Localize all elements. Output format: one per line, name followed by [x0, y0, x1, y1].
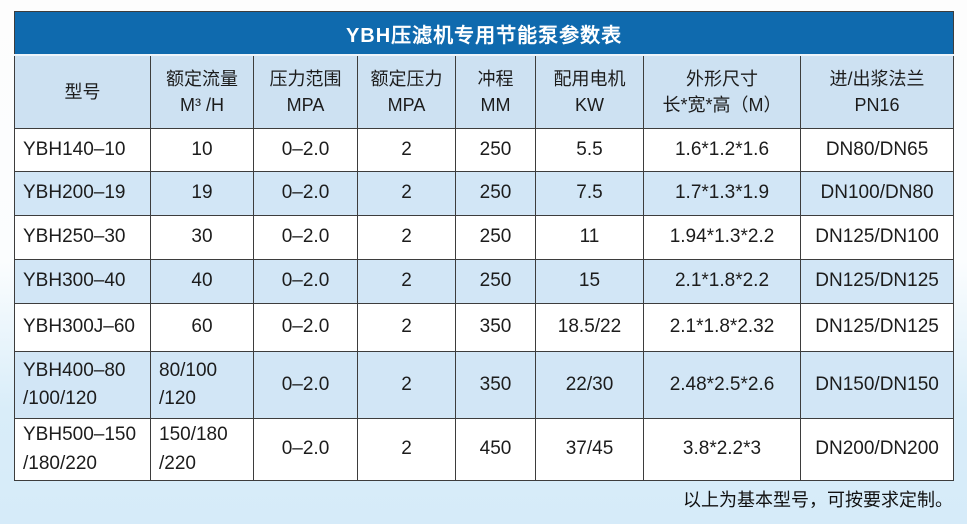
spec-sheet: YBH压滤机专用节能泵参数表 型号 额定流量 M³ /H 压力范围 MPA 额定压力 … [13, 11, 955, 481]
cell-model: YBH200–19 [14, 171, 151, 216]
column-header-rated-pressure: 额定压力 MPA [357, 54, 456, 129]
cell-dimensions: 2.1*1.8*2.32 [643, 303, 801, 352]
column-header-flange: 进/出浆法兰 PN16 [799, 54, 955, 129]
cell-rated-flow: 19 [150, 171, 254, 216]
cell-stroke: 250 [455, 171, 536, 216]
cell-stroke: 250 [455, 259, 536, 304]
cell-pressure-range: 0–2.0 [253, 303, 358, 352]
cell-pressure-range: 0–2.0 [253, 418, 358, 481]
title-row: YBH压滤机专用节能泵参数表 [13, 11, 955, 56]
cell-rated-flow: 60 [150, 303, 254, 352]
column-header-dimensions: 外形尺寸 长*宽*高（M） [643, 54, 801, 129]
cell-rated-flow: 30 [150, 215, 254, 260]
cell-motor-power: 5.5 [535, 128, 644, 172]
table-title: YBH压滤机专用节能泵参数表 [13, 11, 955, 56]
cell-model: YBH250–30 [14, 215, 151, 260]
cell-model: YBH500–150 /180/220 [14, 418, 151, 481]
cell-rated-flow: 150/180 /220 [150, 418, 254, 481]
cell-stroke: 350 [455, 351, 536, 419]
cell-rated-pressure: 2 [357, 215, 456, 260]
cell-rated-pressure: 2 [357, 418, 456, 481]
cell-motor-power: 18.5/22 [535, 303, 644, 352]
cell-dimensions: 1.6*1.2*1.6 [643, 128, 801, 172]
cell-pressure-range: 0–2.0 [253, 259, 358, 304]
column-header-motor-power: 配用电机 KW [535, 54, 644, 129]
cell-stroke: 350 [455, 303, 536, 352]
column-header-model: 型号 [14, 54, 151, 129]
cell-pressure-range: 0–2.0 [253, 215, 358, 260]
cell-dimensions: 1.7*1.3*1.9 [643, 171, 801, 216]
cell-stroke: 250 [455, 128, 536, 172]
column-header-stroke: 冲程 MM [455, 54, 536, 129]
table-body: YBH140–10 10 0–2.0 2 250 5.5 1.6*1.2*1.6 DN80/D… [14, 128, 955, 481]
footer-note: 以上为基本型号，可按要求定制。 [683, 490, 953, 510]
cell-stroke: 450 [455, 418, 536, 481]
cell-flange: DN125/DN125 [799, 259, 955, 304]
cell-flange: DN100/DN80 [799, 171, 955, 216]
cell-dimensions: 1.94*1.3*2.2 [643, 215, 801, 260]
cell-dimensions: 2.48*2.5*2.6 [643, 351, 801, 419]
cell-motor-power: 22/30 [535, 351, 644, 419]
cell-flange: DN200/DN200 [799, 418, 955, 481]
cell-model: YBH300J–60 [14, 303, 151, 352]
cell-rated-flow: 10 [150, 128, 254, 172]
table-row: YBH200–19 19 0–2.0 2 250 7.5 1.7*1.3*1.9 DN100/… [14, 171, 955, 216]
cell-model: YBH400–80 /100/120 [14, 351, 151, 419]
cell-model: YBH300–40 [14, 259, 151, 304]
cell-rated-pressure: 2 [357, 351, 456, 419]
cell-stroke: 250 [455, 215, 536, 260]
cell-pressure-range: 0–2.0 [253, 171, 358, 216]
cell-rated-pressure: 2 [357, 128, 456, 172]
spec-table: YBH压滤机专用节能泵参数表 型号 额定流量 M³ /H 压力范围 MPA 额定压力 … [13, 11, 955, 481]
cell-dimensions: 3.8*2.2*3 [643, 418, 801, 481]
header-row: 型号 额定流量 M³ /H 压力范围 MPA 额定压力 MPA 冲程 MM 配用电机 KW… [14, 54, 955, 129]
cell-motor-power: 37/45 [535, 418, 644, 481]
cell-dimensions: 2.1*1.8*2.2 [643, 259, 801, 304]
cell-motor-power: 11 [535, 215, 644, 260]
cell-motor-power: 15 [535, 259, 644, 304]
table-row: YBH250–30 30 0–2.0 2 250 11 1.94*1.3*2.2 DN125/… [14, 215, 955, 260]
cell-flange: DN80/DN65 [799, 128, 955, 172]
cell-model: YBH140–10 [14, 128, 151, 172]
table-row: YBH300–40 40 0–2.0 2 250 15 2.1*1.8*2.2 DN125/D… [14, 259, 955, 304]
cell-flange: DN125/DN100 [799, 215, 955, 260]
cell-flange: DN150/DN150 [799, 351, 955, 419]
cell-pressure-range: 0–2.0 [253, 351, 358, 419]
table-row: YBH500–150 /180/220 150/180 /220 0–2.0 2 450… [14, 418, 955, 481]
cell-rated-flow: 40 [150, 259, 254, 304]
cell-pressure-range: 0–2.0 [253, 128, 358, 172]
table-row: YBH300J–60 60 0–2.0 2 350 18.5/22 2.1*1.8*2.32… [14, 303, 955, 352]
cell-flange: DN125/DN125 [799, 303, 955, 352]
cell-motor-power: 7.5 [535, 171, 644, 216]
table-row: YBH400–80 /100/120 80/100 /120 0–2.0 2 350 22… [14, 351, 955, 419]
column-header-rated-flow: 额定流量 M³ /H [150, 54, 254, 129]
column-header-pressure-range: 压力范围 MPA [253, 54, 358, 129]
cell-rated-pressure: 2 [357, 259, 456, 304]
cell-rated-pressure: 2 [357, 303, 456, 352]
cell-rated-flow: 80/100 /120 [150, 351, 254, 419]
cell-rated-pressure: 2 [357, 171, 456, 216]
table-row: YBH140–10 10 0–2.0 2 250 5.5 1.6*1.2*1.6 DN80/D… [14, 128, 955, 172]
